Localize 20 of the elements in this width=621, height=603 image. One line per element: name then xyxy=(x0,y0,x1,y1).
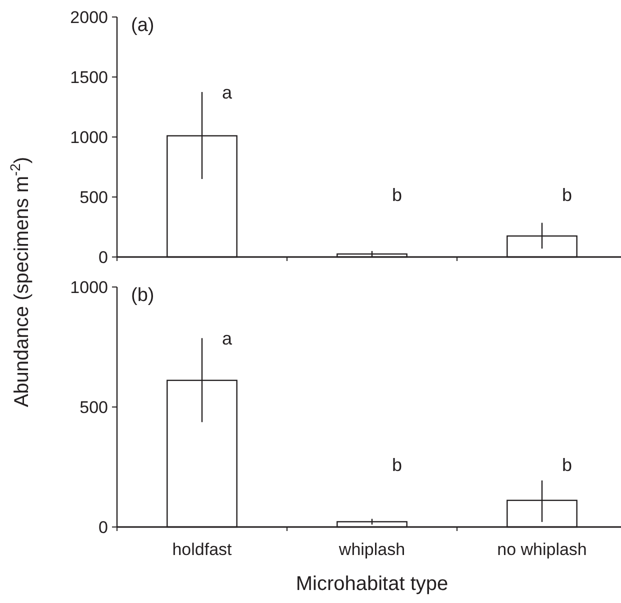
annotation: b xyxy=(392,454,402,475)
x-tick-label: whiplash xyxy=(338,540,406,559)
annotation: a xyxy=(222,328,233,348)
y-tick-label: 0 xyxy=(98,518,108,537)
annotation: b xyxy=(392,184,402,205)
y-tick-label: 500 xyxy=(80,188,108,207)
y-tick-label: 2000 xyxy=(70,8,108,27)
y-tick-label: 500 xyxy=(80,398,108,417)
annotation: b xyxy=(562,184,572,205)
x-tick-label: holdfast xyxy=(172,540,232,559)
x-tick-label: no whiplash xyxy=(497,540,587,559)
annotation: a xyxy=(222,82,233,102)
y-tick-label: 1000 xyxy=(70,278,108,297)
y-tick-label: 1000 xyxy=(70,128,108,147)
y-tick-label: 1500 xyxy=(70,68,108,87)
annotation: b xyxy=(562,454,572,475)
x-axis-title: Microhabitat type xyxy=(296,573,448,595)
chart-title: (b) xyxy=(131,285,154,306)
chart-title: (a) xyxy=(131,15,154,36)
y-tick-label: 0 xyxy=(98,248,108,267)
